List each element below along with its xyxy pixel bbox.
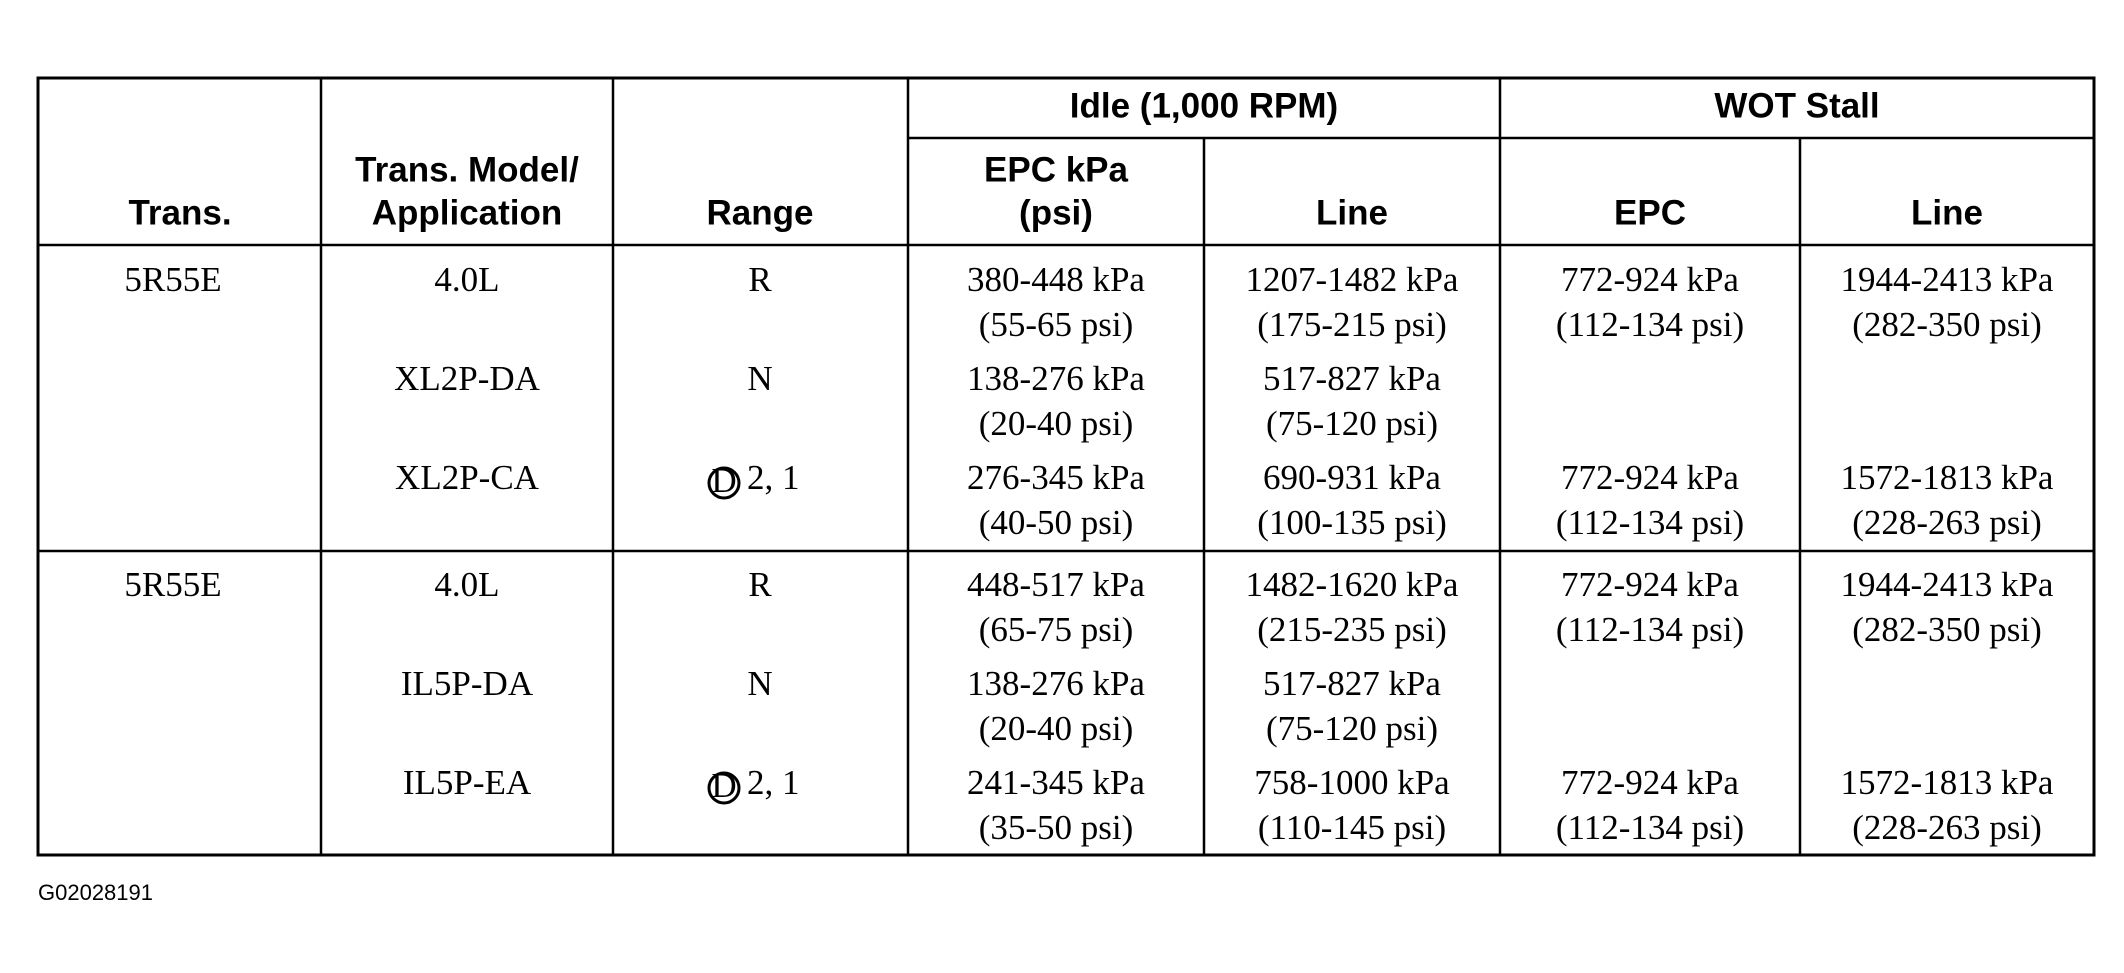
pressure-cell: 276-345 kPa [967,458,1145,497]
pressure-cell: (175-215 psi) [1257,305,1447,344]
pressure-cell: 772-924 kPa [1561,260,1739,299]
pressure-cell: 1572-1813 kPa [1841,458,2054,497]
range-cell: R [748,260,772,299]
pressure-cell: (112-134 psi) [1556,808,1744,847]
table-border [36,76,2096,857]
pressure-cell: 1207-1482 kPa [1246,260,1459,299]
pressure-cell: 1944-2413 kPa [1841,260,2054,299]
pressure-cell: (110-145 psi) [1258,808,1446,847]
pressure-cell: (65-75 psi) [979,610,1134,649]
range-circle [707,771,741,805]
pressure-cell: (20-40 psi) [979,404,1134,443]
model-cell: 4.0L [434,260,499,299]
header-cell: EPC kPa [984,150,1128,189]
header-cell: Idle (1,000 RPM) [1070,86,1338,125]
range-circle [707,466,741,500]
pressure-cell: 241-345 kPa [967,763,1145,802]
range-circled: D [711,766,736,805]
pressure-cell: (112-134 psi) [1556,305,1744,344]
range-cell: N [747,664,772,703]
pressure-cell: 772-924 kPa [1561,458,1739,497]
pressure-cell: (75-120 psi) [1266,709,1438,748]
pressure-cell: (112-134 psi) [1556,503,1744,542]
pressure-cell: (100-135 psi) [1257,503,1447,542]
pressure-cell: 1482-1620 kPa [1246,565,1459,604]
pressure-cell: (112-134 psi) [1556,610,1744,649]
pressure-cell: 1944-2413 kPa [1841,565,2054,604]
range-cell: 2, 1 [747,763,800,802]
range-cell: 2, 1 [747,458,800,497]
model-cell: 4.0L [434,565,499,604]
pressure-cell: (40-50 psi) [979,503,1134,542]
trans-cell: 5R55E [124,260,221,299]
range-cell: N [747,359,772,398]
pressure-cell: 517-827 kPa [1263,664,1441,703]
header-cell: Application [372,193,563,232]
pressure-cell: (75-120 psi) [1266,404,1438,443]
pressure-cell: 517-827 kPa [1263,359,1441,398]
pressure-cell: 772-924 kPa [1561,763,1739,802]
pressure-cell: 448-517 kPa [967,565,1145,604]
model-cell: IL5P-DA [401,664,534,703]
pressure-cell: (215-235 psi) [1257,610,1447,649]
pressure-cell: (228-263 psi) [1852,808,2042,847]
pressure-cell: 1572-1813 kPa [1841,763,2054,802]
pressure-cell: (282-350 psi) [1852,610,2042,649]
range-cell: R [748,565,772,604]
model-cell: XL2P-CA [395,458,540,497]
header-cell: Line [1316,193,1388,232]
header-cell: Trans. [128,193,231,232]
pressure-cell: 380-448 kPa [967,260,1145,299]
header-cell: Trans. Model/ [355,150,579,189]
range-circled: D [711,461,736,500]
pressure-cell: (35-50 psi) [979,808,1134,847]
pressure-cell: (20-40 psi) [979,709,1134,748]
pressure-cell: 138-276 kPa [967,664,1145,703]
pressure-cell: 758-1000 kPa [1254,763,1450,802]
figure-id: G02028191 [38,880,153,905]
pressure-cell: (282-350 psi) [1852,305,2042,344]
header-cell: WOT Stall [1714,86,1879,125]
pressure-cell: 772-924 kPa [1561,565,1739,604]
pressure-cell: 690-931 kPa [1263,458,1441,497]
header-cell: Line [1911,193,1983,232]
header-cell: (psi) [1019,193,1093,232]
pressure-cell: (55-65 psi) [979,305,1134,344]
pressure-cell: (228-263 psi) [1852,503,2042,542]
trans-cell: 5R55E [124,565,221,604]
model-cell: XL2P-DA [394,359,541,398]
model-cell: IL5P-EA [403,763,532,802]
pressure-cell: 138-276 kPa [967,359,1145,398]
header-cell: Range [707,193,814,232]
header-cell: EPC [1614,193,1686,232]
